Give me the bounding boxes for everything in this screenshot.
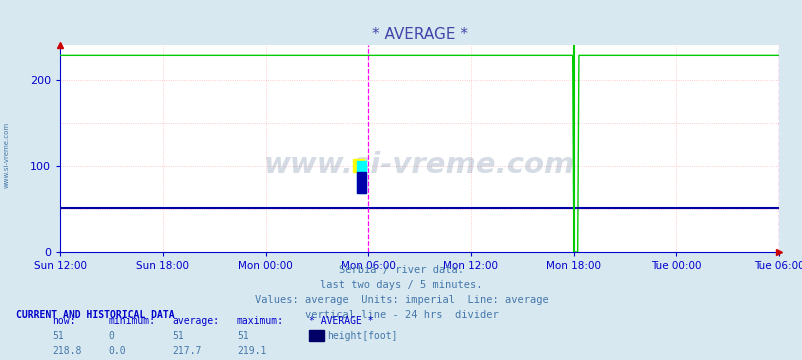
Text: Values: average  Units: imperial  Line: average: Values: average Units: imperial Line: av… — [254, 295, 548, 305]
Bar — [357, 161, 366, 193]
Text: 0.0: 0.0 — [108, 346, 126, 356]
Text: Serbia / river data.: Serbia / river data. — [338, 265, 464, 275]
Text: www.si-vreme.com: www.si-vreme.com — [264, 151, 574, 179]
Text: 0: 0 — [108, 331, 114, 341]
Text: www.si-vreme.com: www.si-vreme.com — [3, 122, 10, 188]
Text: height[foot]: height[foot] — [326, 331, 397, 341]
Text: 218.8: 218.8 — [52, 346, 82, 356]
Text: average:: average: — [172, 316, 220, 326]
Text: vertical line - 24 hrs  divider: vertical line - 24 hrs divider — [304, 310, 498, 320]
Bar — [353, 159, 364, 172]
Text: 219.1: 219.1 — [237, 346, 266, 356]
Text: minimum:: minimum: — [108, 316, 156, 326]
Bar — [357, 172, 366, 193]
Text: 51: 51 — [52, 331, 64, 341]
Text: now:: now: — [52, 316, 75, 326]
Text: 217.7: 217.7 — [172, 346, 202, 356]
Title: * AVERAGE *: * AVERAGE * — [371, 27, 467, 42]
Text: 51: 51 — [237, 331, 249, 341]
Text: * AVERAGE *: * AVERAGE * — [309, 316, 373, 326]
Text: 51: 51 — [172, 331, 184, 341]
Text: CURRENT AND HISTORICAL DATA: CURRENT AND HISTORICAL DATA — [16, 310, 175, 320]
Text: last two days / 5 minutes.: last two days / 5 minutes. — [320, 280, 482, 290]
Text: maximum:: maximum: — [237, 316, 284, 326]
